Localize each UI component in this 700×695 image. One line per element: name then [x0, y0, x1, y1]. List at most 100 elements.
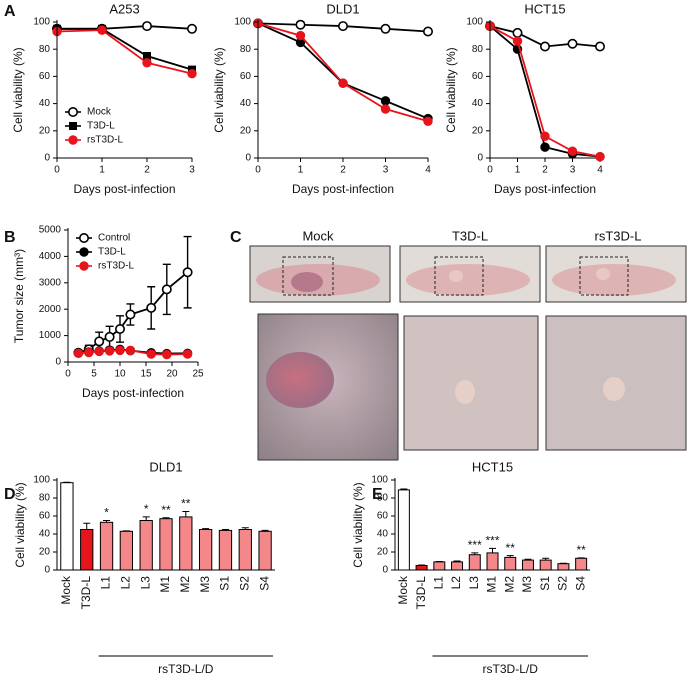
x-tick-label: 25: [192, 369, 204, 380]
mouse: [552, 264, 676, 296]
y-tick-label: 60: [39, 511, 51, 522]
x-tick-label: 1: [99, 165, 105, 176]
y-tick-label: 40: [472, 98, 484, 109]
significance-label: *: [104, 506, 109, 520]
significance-label: **: [181, 497, 191, 511]
marker: [162, 349, 172, 360]
marker: [187, 68, 197, 79]
y-tick-label: 20: [39, 547, 51, 558]
bar: [198, 529, 213, 571]
x-tick-label: L1: [431, 576, 445, 590]
series-line: [257, 22, 429, 123]
error-bar: [542, 557, 550, 561]
series-line: [56, 29, 193, 75]
tumor: [603, 377, 625, 401]
x-tick-label: M3: [520, 576, 534, 593]
marker: [512, 36, 523, 46]
y-axis-label: Cell viability (%): [212, 47, 226, 132]
significance-label: **: [576, 543, 586, 557]
significance-label: **: [161, 503, 171, 517]
series-line: [257, 22, 429, 120]
y-tick-label: 20: [377, 547, 389, 558]
x-tick-label: 2: [144, 165, 150, 176]
error-bar: [241, 527, 249, 530]
y-tick-label: 60: [472, 71, 484, 82]
error-bar: [400, 488, 408, 490]
marker: [567, 146, 578, 156]
x-tick-label: 20: [166, 369, 178, 380]
error-bar: [162, 517, 170, 519]
tumor: [449, 270, 463, 282]
marker: [68, 135, 78, 145]
x-tick-label: M2: [178, 576, 192, 593]
marker: [380, 96, 391, 106]
x-axis-label: Days post-infection: [292, 182, 394, 196]
y-tick-label: 40: [240, 98, 252, 109]
x-axis-label: Days post-infection: [73, 182, 175, 196]
marker: [125, 309, 136, 320]
legend-label: rsT3D-L: [98, 261, 135, 272]
x-tick-label: M3: [198, 576, 212, 593]
marker: [146, 302, 157, 313]
x-tick-label: L2: [119, 576, 133, 590]
group-label: rsT3D-L/D: [483, 662, 539, 676]
marker: [125, 345, 136, 356]
marker: [104, 346, 115, 356]
tumor: [596, 268, 610, 280]
marker: [295, 30, 306, 41]
x-tick-label: 0: [65, 369, 71, 380]
group-label: rsT3D-L/D: [158, 662, 214, 676]
photo-panel: Mock T3D-L rsT3D-L: [249, 228, 687, 461]
legend-label: rsT3D-L: [87, 135, 124, 146]
marker: [337, 21, 348, 32]
legend-label: T3D-L: [98, 247, 126, 258]
bar: [451, 561, 464, 571]
panel-label: E: [372, 486, 383, 503]
y-tick-label: 20: [39, 125, 51, 136]
y-tick-label: 0: [44, 565, 50, 576]
mouse: [406, 264, 530, 296]
x-axis-label: Days post-infection: [494, 182, 596, 196]
y-tick-label: 0: [44, 153, 50, 164]
bar: [60, 482, 74, 571]
x-tick-label: 15: [140, 369, 152, 380]
photo-label: rsT3D-L: [595, 228, 642, 243]
x-tick-label: 3: [189, 165, 195, 176]
error-bar: [142, 516, 150, 521]
marker: [540, 142, 550, 152]
y-tick-label: 1000: [39, 330, 62, 341]
marker: [69, 122, 77, 130]
y-tick-label: 0: [477, 153, 483, 164]
panel-label: D: [4, 486, 16, 503]
bar: [468, 554, 481, 571]
marker: [143, 52, 151, 60]
x-tick-label: S4: [257, 576, 271, 591]
marker: [142, 58, 152, 68]
bar: [521, 559, 534, 571]
zoom-box: [579, 256, 629, 296]
y-tick-label: 0: [55, 357, 61, 368]
x-tick-label: 5: [91, 369, 97, 380]
marker: [79, 247, 89, 257]
x-tick-label: 1: [515, 165, 521, 176]
y-tick-label: 40: [39, 98, 51, 109]
y-tick-label: 20: [240, 125, 252, 136]
bar: [504, 556, 517, 571]
bar: [433, 561, 446, 571]
marker: [380, 104, 391, 114]
bar: [238, 529, 252, 571]
x-tick-label: 4: [425, 165, 431, 176]
marker: [539, 41, 550, 52]
y-tick-label: 4000: [39, 251, 62, 262]
y-axis-label: Cell viability (%): [351, 482, 365, 567]
marker: [187, 23, 198, 34]
y-tick-label: 3000: [39, 277, 62, 288]
bar: [397, 489, 410, 571]
marker: [104, 331, 115, 342]
x-axis-label: Days post-infection: [82, 386, 184, 400]
x-tick-label: 2: [542, 165, 548, 176]
chart-title: A253: [109, 1, 139, 16]
x-tick-label: M2: [502, 576, 516, 593]
marker: [146, 349, 156, 359]
